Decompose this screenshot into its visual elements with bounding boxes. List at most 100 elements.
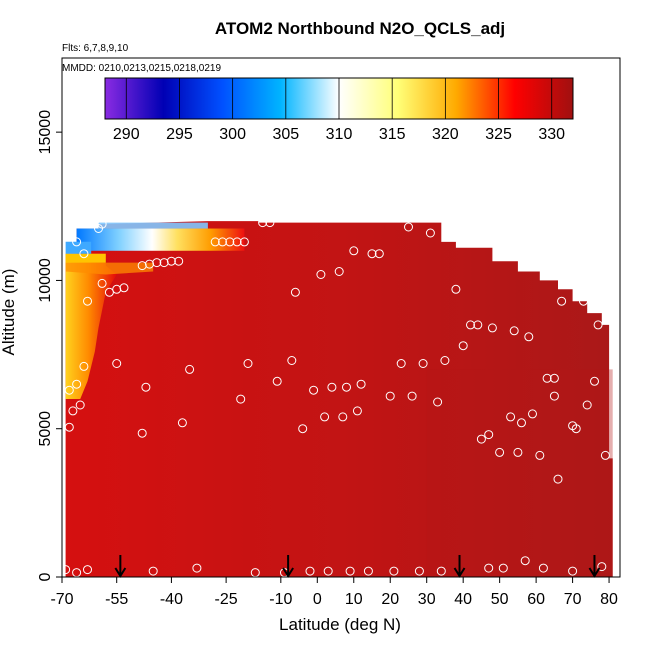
- sample-point: [506, 412, 516, 422]
- sample-point: [418, 359, 428, 368]
- y-tick-label: 10000: [37, 258, 54, 303]
- sample-point: [327, 382, 337, 392]
- sample-point: [440, 356, 450, 365]
- plot-frame: [61, 57, 621, 578]
- field-top-band-upper: [98, 222, 208, 229]
- sample-point: [192, 563, 202, 573]
- sample-point: [287, 356, 297, 365]
- sample-point: [305, 566, 315, 576]
- sample-point: [265, 218, 275, 228]
- sample-point: [414, 566, 424, 576]
- sample-point: [363, 566, 373, 576]
- colorbar-tick-label: 315: [379, 126, 406, 143]
- x-tick-label: -25: [215, 591, 238, 608]
- sample-point: [166, 256, 176, 266]
- x-tick-label: 20: [381, 591, 399, 608]
- colorbar-tick-label: 295: [166, 126, 193, 143]
- sample-point: [590, 376, 599, 386]
- sample-points: [61, 218, 610, 578]
- sample-point: [218, 237, 227, 247]
- sample-point: [549, 391, 559, 401]
- sample-point: [148, 566, 158, 576]
- sample-point: [495, 447, 505, 457]
- y-tick-label: 15000: [37, 110, 54, 155]
- x-tick-label: -55: [105, 591, 128, 608]
- sample-point: [236, 394, 246, 404]
- sample-point: [239, 237, 249, 247]
- x-axis-label: Latitude (deg N): [279, 615, 401, 634]
- sample-point: [137, 428, 147, 438]
- field-top-band-left: [65, 241, 92, 254]
- sample-point: [316, 270, 326, 279]
- sample-point: [177, 418, 187, 428]
- sample-point: [68, 406, 78, 416]
- y-axis: 0 5000 10000 15000: [37, 110, 62, 581]
- sample-point: [473, 320, 483, 330]
- sample-point: [185, 364, 195, 374]
- sample-point: [338, 412, 348, 422]
- sample-point: [553, 474, 563, 484]
- y-tick-label: 0: [37, 572, 54, 581]
- sample-point: [210, 237, 220, 247]
- sample-point: [498, 563, 508, 573]
- heatmap-field: [65, 221, 613, 577]
- x-tick-label: -40: [160, 591, 183, 608]
- sample-point: [119, 283, 129, 293]
- sample-point: [582, 400, 592, 410]
- colorbar-tick-label: 290: [113, 126, 140, 143]
- x-tick-label: 10: [345, 591, 363, 608]
- x-tick-label: 50: [491, 591, 509, 608]
- sample-point: [568, 566, 578, 576]
- x-axis: -70 -55 -40 -25 -10 0 10 20 30 40 50 60 70 80: [50, 577, 618, 608]
- sample-point: [509, 326, 519, 336]
- sample-point: [487, 323, 497, 333]
- field-orange-strip: [65, 262, 154, 275]
- chart-title: ATOM2 Northbound N2O_QCLS_adj: [215, 19, 505, 38]
- sample-point: [320, 412, 330, 422]
- sample-point: [433, 397, 443, 407]
- sample-point: [571, 424, 581, 434]
- colorbar-tick-label: 330: [538, 126, 565, 143]
- sample-point: [290, 287, 300, 297]
- sample-point: [64, 422, 74, 432]
- profile-arrow-head: [453, 567, 466, 578]
- x-tick-label: -70: [50, 591, 73, 608]
- sample-point: [407, 391, 417, 401]
- sample-point: [72, 237, 82, 247]
- colorbar-tick-label: 305: [272, 126, 299, 143]
- field-lowvalue-band: [65, 253, 117, 400]
- sample-point: [94, 224, 103, 233]
- sample-point: [309, 385, 319, 395]
- sample-point: [356, 379, 366, 389]
- sample-point: [513, 447, 523, 457]
- x-tick-label: 60: [527, 591, 545, 608]
- field-shade: [426, 369, 613, 577]
- sample-point: [557, 296, 567, 306]
- sample-point: [75, 400, 85, 410]
- sample-point: [517, 418, 526, 428]
- colorbar: 290 295 300 305 310 315 320 325 330: [104, 77, 574, 143]
- sample-point: [451, 284, 461, 294]
- sample-point: [476, 434, 486, 444]
- sample-point: [298, 424, 308, 434]
- sample-point: [225, 237, 235, 247]
- x-tick-label: -10: [269, 591, 292, 608]
- x-tick-label: 80: [600, 591, 618, 608]
- sample-point: [342, 382, 351, 392]
- sample-point: [389, 566, 399, 576]
- sample-point: [425, 228, 435, 238]
- sample-point: [349, 246, 359, 256]
- dates-subtitle: MMDD: 0210,0213,0215,0218,0219: [62, 63, 221, 74]
- sample-point: [396, 359, 406, 368]
- sample-point: [535, 450, 545, 460]
- y-tick-label: 5000: [37, 411, 54, 447]
- sample-point: [174, 256, 184, 266]
- sample-point: [112, 359, 122, 368]
- sample-point: [520, 556, 530, 566]
- x-tick-label: 30: [418, 591, 436, 608]
- sample-point: [141, 382, 151, 392]
- sample-point: [272, 376, 282, 386]
- colorbar-tick-label: 300: [219, 126, 246, 143]
- sample-point: [466, 320, 475, 330]
